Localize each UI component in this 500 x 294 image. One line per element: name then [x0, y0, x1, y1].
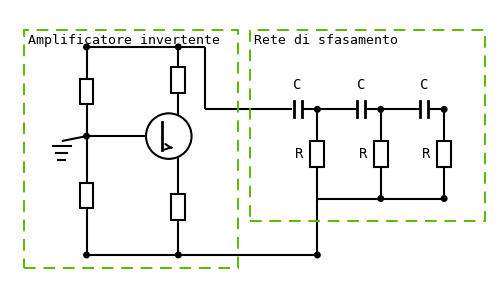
Circle shape	[314, 107, 320, 112]
Circle shape	[84, 44, 89, 50]
Circle shape	[84, 252, 89, 258]
Bar	[437, 141, 451, 167]
Text: C: C	[294, 78, 302, 91]
Bar	[24, 30, 238, 268]
Circle shape	[314, 252, 320, 258]
Text: C: C	[420, 78, 428, 91]
Text: R: R	[422, 147, 430, 161]
Circle shape	[442, 196, 447, 201]
Bar	[172, 194, 185, 220]
Circle shape	[84, 133, 89, 139]
Bar	[80, 183, 94, 208]
Circle shape	[146, 113, 192, 159]
Bar	[250, 30, 485, 221]
Bar	[310, 141, 324, 167]
Text: C: C	[357, 78, 365, 91]
Circle shape	[176, 252, 181, 258]
Bar	[172, 67, 185, 93]
Bar	[80, 79, 94, 104]
Circle shape	[442, 107, 447, 112]
Text: Rete di sfasamento: Rete di sfasamento	[254, 34, 398, 47]
Text: Amplificatore invertente: Amplificatore invertente	[28, 34, 220, 47]
Text: R: R	[358, 147, 367, 161]
Circle shape	[378, 107, 384, 112]
Bar	[374, 141, 388, 167]
Circle shape	[378, 196, 384, 201]
Text: R: R	[295, 147, 304, 161]
Circle shape	[176, 44, 181, 50]
